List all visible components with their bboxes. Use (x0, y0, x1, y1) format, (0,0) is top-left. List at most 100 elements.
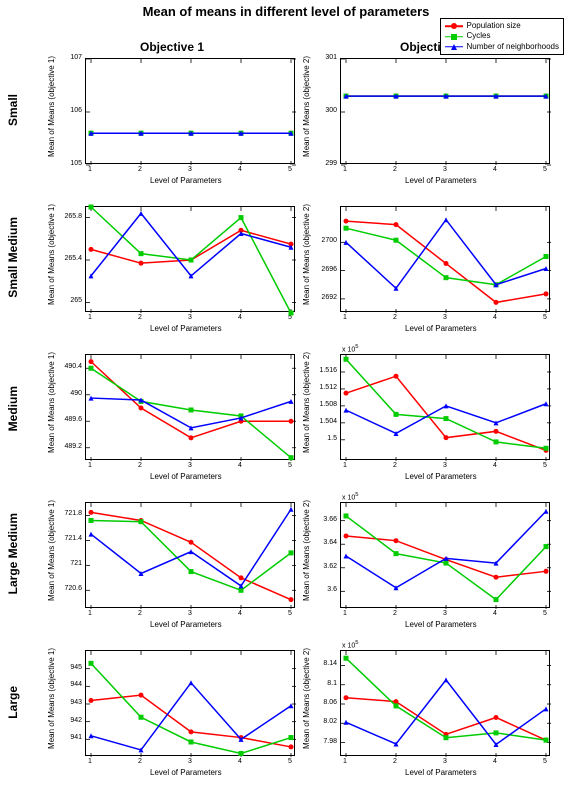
x-tick: 5 (543, 610, 547, 617)
y-tick: 1.5 (327, 435, 337, 442)
y-tick: 3.66 (323, 516, 337, 523)
legend-item: Population size (445, 21, 559, 31)
y-axis-label: Mean of Means (objective 1) (47, 648, 56, 749)
y-tick: 721.4 (64, 535, 82, 542)
axis-exponent: x 105 (342, 492, 358, 501)
x-tick: 5 (288, 462, 292, 469)
x-axis-label: Level of Parameters (405, 768, 477, 777)
y-tick: 265.8 (64, 213, 82, 220)
main-title: Mean of means in different level of para… (0, 0, 572, 19)
x-tick: 3 (443, 758, 447, 765)
y-tick: 490 (70, 390, 82, 397)
y-tick: 105 (70, 160, 82, 167)
x-axis-label: Level of Parameters (150, 620, 222, 629)
x-tick: 3 (443, 462, 447, 469)
row-label: Small (6, 94, 20, 126)
chart-panel (340, 354, 550, 460)
x-tick: 4 (238, 610, 242, 617)
x-tick: 3 (443, 610, 447, 617)
y-tick: 265.4 (64, 255, 82, 262)
y-axis-label: Mean of Means (objective 2) (302, 352, 311, 453)
x-tick: 5 (543, 758, 547, 765)
y-tick: 489.2 (64, 443, 82, 450)
x-tick: 2 (138, 462, 142, 469)
y-tick: 8.02 (323, 718, 337, 725)
y-tick: 7.98 (323, 738, 337, 745)
x-tick: 4 (493, 462, 497, 469)
y-tick: 3.6 (327, 586, 337, 593)
y-tick: 8.14 (323, 660, 337, 667)
x-tick: 5 (288, 166, 292, 173)
x-tick: 2 (393, 314, 397, 321)
x-tick: 4 (493, 166, 497, 173)
y-tick: 1.508 (319, 401, 337, 408)
x-tick: 2 (393, 166, 397, 173)
y-tick: 720.6 (64, 585, 82, 592)
row-label: Large (6, 686, 20, 719)
y-tick: 3.64 (323, 539, 337, 546)
x-tick: 2 (393, 610, 397, 617)
x-tick: 1 (343, 314, 347, 321)
x-axis-label: Level of Parameters (150, 324, 222, 333)
x-tick: 3 (188, 758, 192, 765)
y-tick: 943 (70, 699, 82, 706)
x-tick: 4 (493, 314, 497, 321)
y-axis-label: Mean of Means (objective 2) (302, 648, 311, 749)
y-tick: 942 (70, 717, 82, 724)
x-tick: 5 (543, 462, 547, 469)
legend: Population sizeCyclesNumber of neighborh… (440, 18, 564, 55)
legend-item: Number of neighborhoods (445, 42, 559, 52)
legend-label: Number of neighborhoods (466, 42, 559, 52)
x-tick: 2 (393, 462, 397, 469)
x-tick: 1 (343, 462, 347, 469)
x-axis-label: Level of Parameters (150, 768, 222, 777)
chart-panel (85, 58, 295, 164)
y-tick: 2692 (321, 294, 337, 301)
y-tick: 945 (70, 664, 82, 671)
x-tick: 4 (238, 758, 242, 765)
chart-panel (340, 206, 550, 312)
x-tick: 3 (443, 166, 447, 173)
x-axis-label: Level of Parameters (405, 176, 477, 185)
x-tick: 1 (88, 610, 92, 617)
x-tick: 5 (543, 314, 547, 321)
legend-item: Cycles (445, 31, 559, 41)
y-tick: 265 (70, 297, 82, 304)
x-tick: 2 (138, 314, 142, 321)
x-tick: 3 (443, 314, 447, 321)
y-axis-label: Mean of Means (objective 2) (302, 500, 311, 601)
column-header: Objective 1 (140, 40, 204, 54)
y-axis-label: Mean of Means (objective 1) (47, 352, 56, 453)
axis-exponent: x 105 (342, 640, 358, 649)
row-label: Large Medium (6, 513, 20, 594)
chart-panel (85, 354, 295, 460)
y-tick: 107 (70, 54, 82, 61)
x-tick: 1 (88, 314, 92, 321)
chart-panel (340, 502, 550, 608)
x-tick: 3 (188, 610, 192, 617)
y-tick: 489.6 (64, 416, 82, 423)
y-axis-label: Mean of Means (objective 1) (47, 56, 56, 157)
x-tick: 1 (88, 166, 92, 173)
y-tick: 721.8 (64, 510, 82, 517)
x-tick: 5 (288, 610, 292, 617)
chart-panel (340, 650, 550, 756)
y-axis-label: Mean of Means (objective 2) (302, 56, 311, 157)
x-tick: 3 (188, 166, 192, 173)
x-tick: 4 (238, 314, 242, 321)
y-tick: 8.06 (323, 699, 337, 706)
x-axis-label: Level of Parameters (150, 176, 222, 185)
y-tick: 300 (325, 107, 337, 114)
x-tick: 5 (288, 758, 292, 765)
x-tick: 3 (188, 314, 192, 321)
x-tick: 2 (393, 758, 397, 765)
y-axis-label: Mean of Means (objective 2) (302, 204, 311, 305)
x-tick: 2 (138, 166, 142, 173)
y-tick: 2696 (321, 266, 337, 273)
axis-exponent: x 105 (342, 344, 358, 353)
chart-panel (85, 502, 295, 608)
y-tick: 1.504 (319, 418, 337, 425)
x-axis-label: Level of Parameters (150, 472, 222, 481)
y-tick: 2700 (321, 237, 337, 244)
x-tick: 1 (88, 758, 92, 765)
